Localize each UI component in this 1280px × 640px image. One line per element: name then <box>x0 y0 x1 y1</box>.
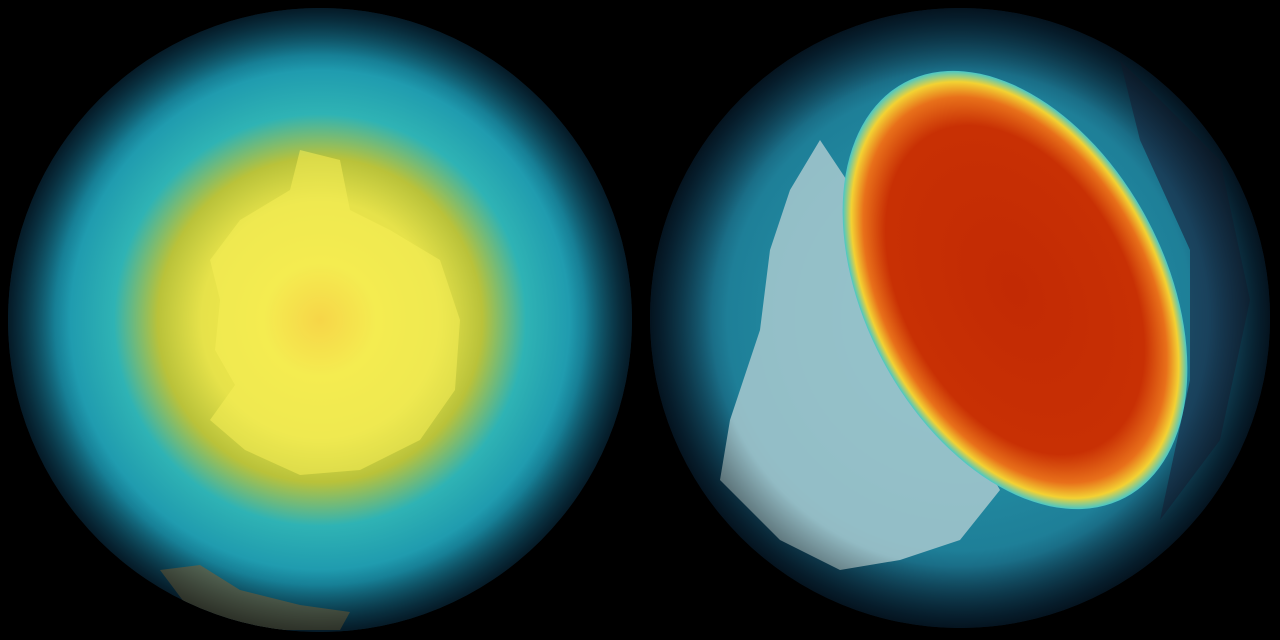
right-globe <box>650 8 1270 628</box>
left-globe <box>8 8 632 632</box>
